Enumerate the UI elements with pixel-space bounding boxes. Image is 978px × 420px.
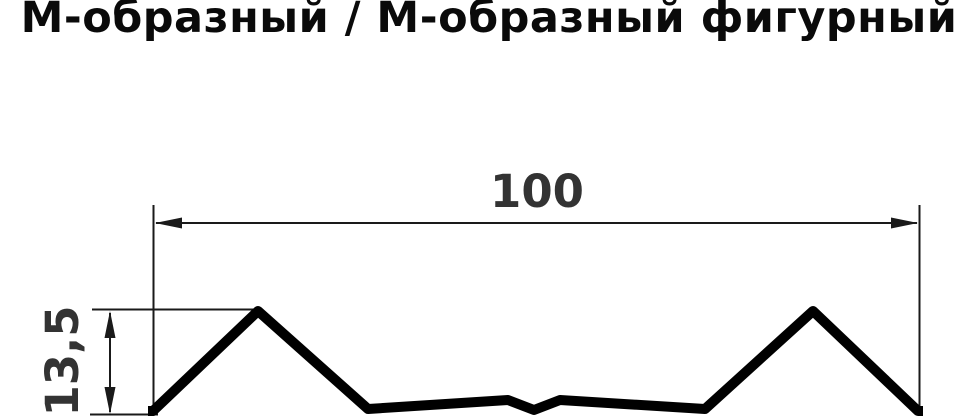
up-arrow-icon [104,311,116,338]
height-dimension-label: 13,5 [36,305,89,416]
width-dimension-label: 100 [490,165,584,218]
left-arrow-icon [155,217,182,229]
height-dimension: 13,5 [36,305,258,417]
m-profile-outline [148,306,923,416]
down-arrow-icon [104,387,116,414]
right-arrow-icon [891,217,918,229]
width-dimension: 100 [152,165,921,416]
diagram-title: М-образный / М-образный фигурный [20,0,958,43]
